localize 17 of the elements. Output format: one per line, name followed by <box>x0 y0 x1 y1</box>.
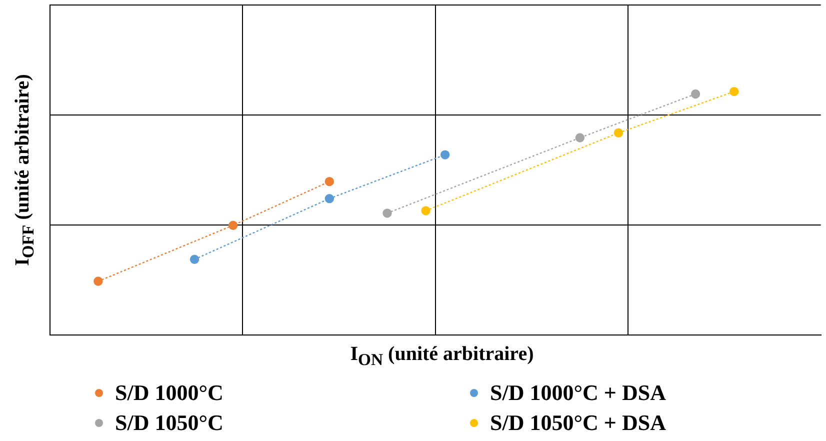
legend-label: S/D 1050°C + DSA <box>490 410 666 436</box>
x-axis-title: I$_{ON}$ (unité arbitraire) <box>349 343 535 370</box>
point <box>575 133 585 142</box>
point <box>690 89 700 99</box>
legend-label: S/D 1000°C <box>115 380 224 406</box>
point <box>94 276 103 286</box>
point <box>440 150 450 160</box>
point <box>729 86 739 96</box>
point <box>421 206 430 216</box>
point <box>382 208 392 218</box>
point <box>614 128 624 138</box>
point <box>324 176 334 186</box>
legend-label: S/D 1000°C + DSA <box>490 380 666 406</box>
point <box>228 220 238 230</box>
legend-label: S/D 1050°C <box>115 410 224 436</box>
point <box>324 194 334 204</box>
point <box>190 254 200 264</box>
